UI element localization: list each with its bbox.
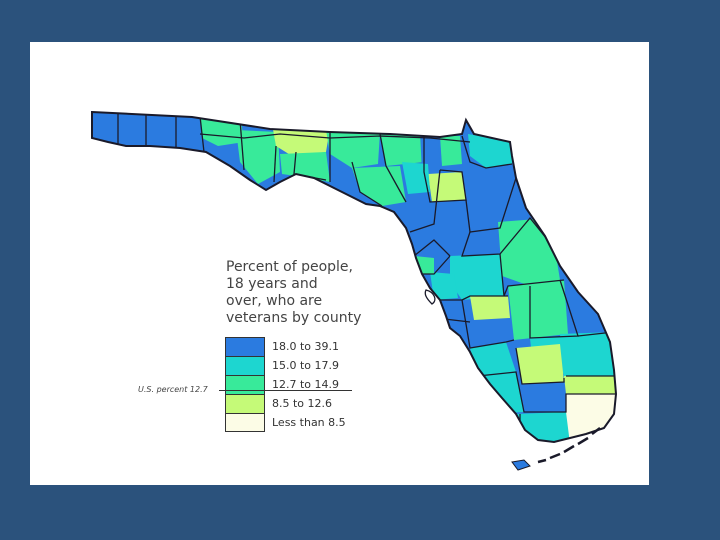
- legend-label: Less than 8.5: [272, 416, 346, 429]
- legend-item: 12.7 to 14.9: [225, 375, 365, 394]
- legend-item: Less than 8.5: [225, 413, 365, 432]
- legend-title-line: over, who are: [226, 293, 323, 309]
- legend-item: 18.0 to 39.1: [225, 337, 365, 356]
- florida-county-map: [91, 110, 618, 471]
- tampa-bay: [424, 289, 436, 305]
- legend-label: 8.5 to 12.6: [272, 397, 333, 410]
- florida-keys: [511, 459, 531, 471]
- legend-item: 8.5 to 12.6: [225, 394, 365, 413]
- legend-label: 12.7 to 14.9: [272, 378, 340, 391]
- legend-title-line: 18 years and: [226, 276, 318, 292]
- legend-swatch: [225, 394, 265, 413]
- legend-swatch: [225, 375, 265, 394]
- us-percent-marker-line: [219, 390, 352, 391]
- florida-keys-chain: [537, 427, 601, 464]
- legend-swatch: [225, 337, 265, 356]
- legend-swatch: [225, 413, 265, 432]
- legend-title-line: Percent of people,: [226, 259, 353, 275]
- legend: 18.0 to 39.1 15.0 to 17.9 12.7 to 14.9 8…: [225, 337, 365, 432]
- legend-title-line: veterans by county: [226, 310, 362, 326]
- us-percent-label: U.S. percent 12.7: [138, 385, 208, 394]
- legend-label: 18.0 to 39.1: [272, 340, 340, 353]
- legend-title: Percent of people, 18 years and over, wh…: [226, 259, 396, 327]
- legend-label: 15.0 to 17.9: [272, 359, 340, 372]
- legend-item: 15.0 to 17.9: [225, 356, 365, 375]
- florida-outline: [91, 110, 618, 444]
- slide-panel: Percent of people, 18 years and over, wh…: [30, 42, 649, 485]
- legend-swatch: [225, 356, 265, 375]
